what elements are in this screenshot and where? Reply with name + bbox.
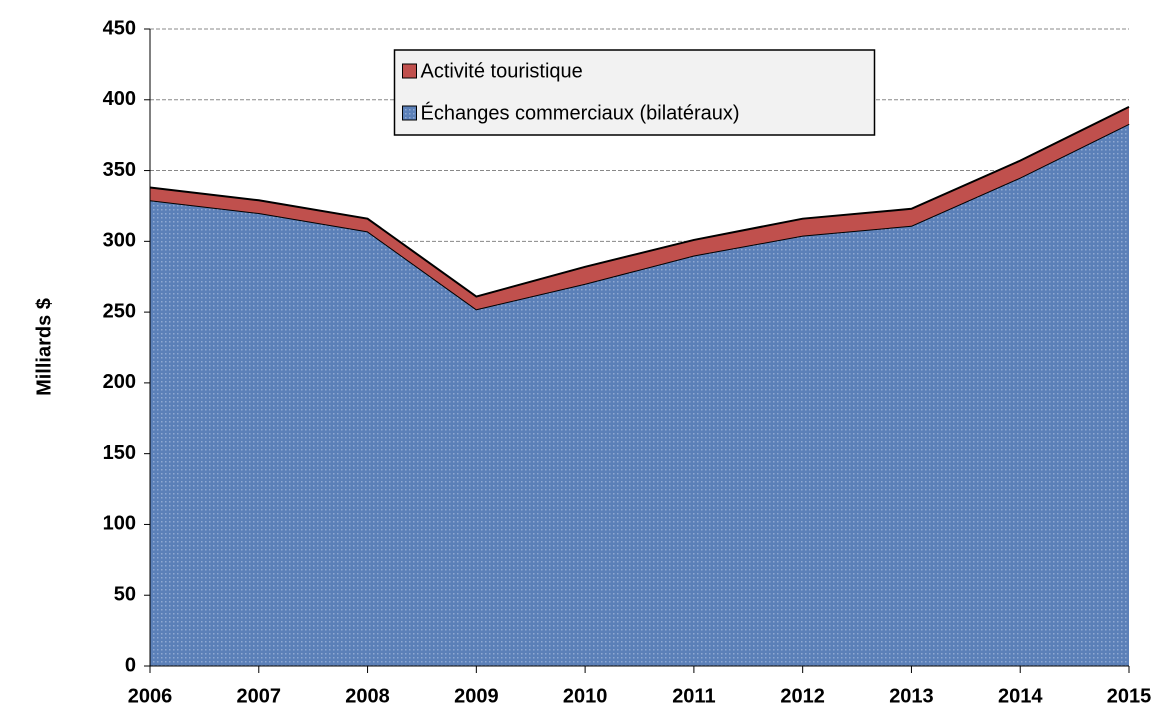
y-tick-label: 450: [103, 17, 136, 39]
legend-label: Activité touristique: [421, 60, 583, 82]
y-tick-label: 200: [103, 371, 136, 393]
area-edge: [149, 105, 1130, 298]
y-axis-label: Milliards $: [33, 298, 55, 396]
y-tick-label: 0: [125, 654, 136, 676]
x-tick-label: 2012: [780, 685, 825, 707]
legend-label: Échanges commerciaux (bilatéraux): [421, 101, 740, 124]
y-tick-label: 350: [103, 159, 136, 181]
x-tick-label: 2011: [672, 685, 715, 707]
legend-box: [393, 49, 876, 136]
x-tick-label: 2007: [237, 685, 282, 707]
legend-swatch: [402, 63, 417, 79]
y-tick-label: 150: [103, 442, 136, 464]
y-tick-label: 300: [103, 230, 136, 252]
y-tick-label: 50: [114, 584, 136, 606]
y-tick-label: 250: [103, 300, 136, 322]
y-tick-label: 100: [103, 513, 136, 535]
x-tick-label: 2015: [1107, 685, 1152, 707]
x-tick-label: 2010: [563, 685, 608, 707]
y-tick-label: 400: [103, 88, 136, 110]
x-tick-label: 2006: [128, 685, 173, 707]
legend-swatch: [402, 105, 417, 121]
x-tick-label: 2013: [889, 685, 934, 707]
x-tick-label: 2008: [345, 685, 390, 707]
area: [150, 123, 1129, 666]
area: [150, 106, 1129, 310]
x-tick-label: 2009: [454, 685, 499, 707]
x-tick-label: 2014: [998, 685, 1043, 707]
